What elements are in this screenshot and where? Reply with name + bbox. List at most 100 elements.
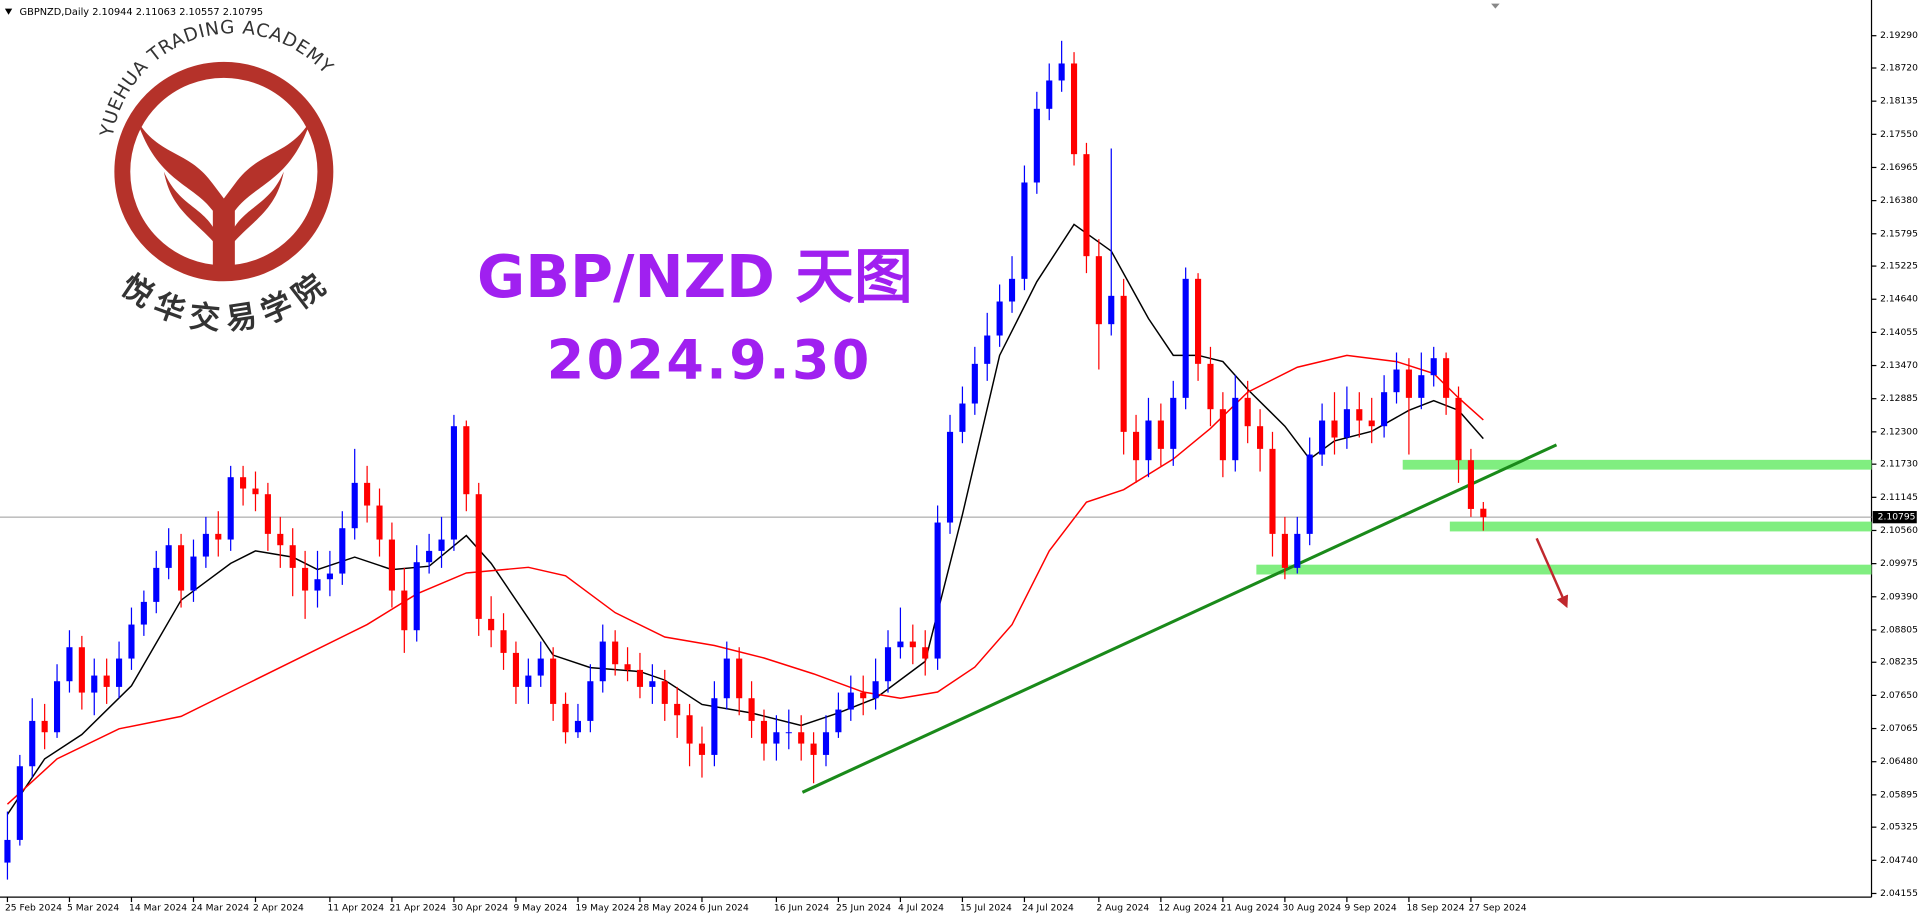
title-icon <box>4 8 13 15</box>
x-tick-label: 9 May 2024 <box>513 903 567 914</box>
candle-body <box>153 567 160 602</box>
candle-body <box>649 681 656 687</box>
candle-body <box>413 562 420 631</box>
candle-body <box>1195 278 1202 364</box>
candle-body <box>959 403 966 432</box>
candle-body <box>1294 533 1301 568</box>
candle-body <box>252 488 259 495</box>
candle-body <box>686 715 693 744</box>
candle-body <box>760 720 768 744</box>
candle-body <box>500 630 507 653</box>
candle-body <box>872 681 879 699</box>
candle-body <box>1033 108 1040 183</box>
candle-body <box>1120 295 1127 432</box>
candle-body <box>190 556 197 591</box>
candle-body <box>1269 448 1276 534</box>
candle-body <box>1145 420 1152 461</box>
candle-body <box>1343 409 1350 438</box>
candle-body <box>1443 358 1450 398</box>
annotation-date: 2024.9.30 <box>547 329 872 392</box>
candle-body <box>1381 392 1388 427</box>
candle-body <box>215 533 222 540</box>
x-tick-label: 2 Aug 2024 <box>1096 903 1149 914</box>
candle-body <box>426 550 433 563</box>
candle-body <box>388 539 395 591</box>
candle-body <box>1368 420 1375 427</box>
x-tick-label: 21 Apr 2024 <box>389 903 446 914</box>
candle-body <box>748 698 755 721</box>
candle-body <box>525 675 532 687</box>
y-tick-label: 2.12300 <box>1880 426 1918 437</box>
candle-body <box>165 545 172 568</box>
candle-body <box>264 494 271 534</box>
y-tick-label: 2.08235 <box>1880 657 1918 668</box>
scroll-marker <box>1491 3 1500 9</box>
x-tick-label: 24 Jul 2024 <box>1022 903 1074 914</box>
y-tick-label: 2.16380 <box>1880 195 1918 206</box>
candle-body <box>884 647 892 682</box>
candle-body <box>574 720 582 733</box>
x-tick-label: 16 Jun 2024 <box>774 903 829 914</box>
candle-body <box>723 658 730 699</box>
candle-body <box>984 335 991 364</box>
candle-body <box>227 477 234 540</box>
candle-body <box>1095 256 1102 325</box>
candle-body <box>277 533 284 546</box>
candle-body <box>971 363 978 404</box>
candle-body <box>178 545 185 591</box>
x-tick-label: 6 Jun 2024 <box>700 903 749 914</box>
chart-title: GBPNZD,Daily 2.10944 2.11063 2.10557 2.1… <box>20 7 264 18</box>
candle-body <box>785 732 792 734</box>
candle-body <box>562 703 569 733</box>
candle-body <box>202 533 209 557</box>
candle-body <box>1008 278 1016 302</box>
candle-body <box>1393 369 1400 393</box>
x-tick-label: 19 May 2024 <box>576 903 636 914</box>
candle-body <box>599 641 606 682</box>
candle-body <box>1418 375 1425 398</box>
support-zone <box>1449 521 1872 532</box>
candle-body <box>1021 182 1028 279</box>
candle-body <box>1405 369 1412 398</box>
candle-body <box>1281 533 1288 568</box>
candle-body <box>587 681 594 721</box>
candle-body <box>835 709 842 733</box>
candle-body <box>922 647 929 659</box>
logo-leaf <box>163 171 284 246</box>
x-tick-label: 9 Sep 2024 <box>1344 903 1396 914</box>
x-tick-label: 21 Aug 2024 <box>1220 903 1279 914</box>
y-tick-label: 2.08805 <box>1880 624 1918 635</box>
y-tick-label: 2.07650 <box>1880 690 1918 701</box>
y-tick-label: 2.04740 <box>1880 855 1918 866</box>
plot-area: 2.04155 2.04740 2.05325 2.05895 2.06480 2.070… <box>0 30 1918 914</box>
x-tick-label: 25 Jun 2024 <box>836 903 891 914</box>
candle-body <box>78 647 85 693</box>
candle-body <box>1108 295 1115 325</box>
candle-body <box>537 658 544 676</box>
candle-body <box>1132 431 1140 461</box>
candle-body <box>66 647 73 682</box>
candle-body <box>773 732 780 744</box>
x-tick-label: 28 May 2024 <box>638 903 698 914</box>
direction-arrow <box>1535 537 1569 609</box>
candle-body <box>103 675 110 687</box>
candle-body <box>128 624 135 659</box>
x-tick-label: 15 Jul 2024 <box>960 903 1012 914</box>
candle-body <box>1430 358 1437 376</box>
candle-body <box>711 698 718 755</box>
candle-body <box>996 301 1003 336</box>
candle-body <box>475 494 482 619</box>
candle-body <box>1070 63 1078 155</box>
candle-body <box>946 431 954 523</box>
candle-body <box>450 426 457 540</box>
candle-body <box>326 573 333 580</box>
y-tick-label: 2.14640 <box>1880 294 1918 305</box>
candle-body <box>1480 508 1487 518</box>
candle-body <box>909 641 916 648</box>
annotation-title: GBP/NZD 天图 <box>477 242 913 311</box>
candle-body <box>661 681 668 704</box>
candle-body <box>438 539 445 551</box>
candle-body <box>1244 397 1251 427</box>
